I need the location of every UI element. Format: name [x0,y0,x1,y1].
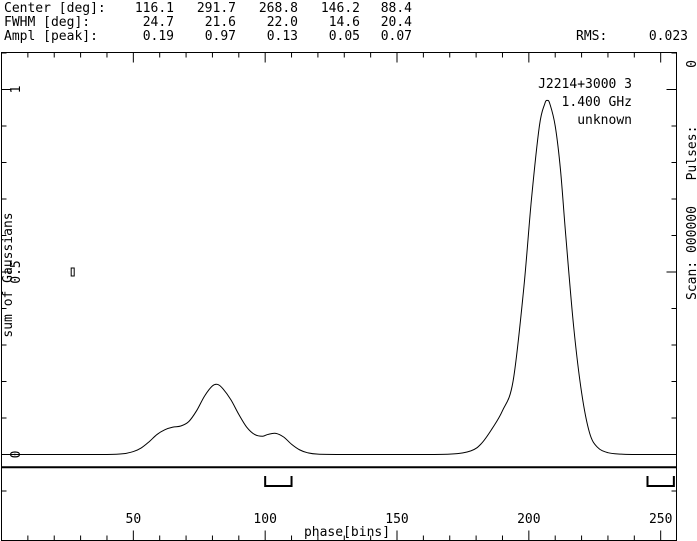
x-tick-label: 50 [126,512,142,527]
y-tick-label: 0.5 [9,260,24,283]
ampl-value: 0.05 [329,29,360,44]
ampl-row-label: Ampl [peak]: [4,29,98,44]
ampl-value: 0.97 [205,29,236,44]
marker-box [70,267,75,277]
source-name: J2214+3000 3 [538,77,632,92]
x-tick-label: 100 [253,512,276,527]
rms-label: RMS: [576,29,607,44]
center-value: 88.4 [381,1,412,16]
center-row-label: Center [deg]: [4,1,106,16]
fwhm-value: 24.7 [143,15,174,30]
fwhm-value: 20.4 [381,15,412,30]
x-tick-label: 200 [517,512,540,527]
center-value: 268.8 [259,1,298,16]
profile-line [1,99,677,456]
x-tick-labels: 50 100 150 200 250 [126,512,673,527]
window-bracket [646,476,675,487]
fwhm-value: 22.0 [267,15,298,30]
window-bracket [264,476,293,487]
ampl-value: 0.07 [381,29,412,44]
scan-label: Scan: 000000 [685,206,697,300]
frequency-label: 1.400 GHz [562,95,632,110]
data-layer [1,99,677,487]
center-value: 146.2 [321,1,360,16]
y-tick-label: 1 [9,86,24,94]
center-value: 291.7 [197,1,236,16]
fwhm-value: 14.6 [329,15,360,30]
fwhm-value: 21.6 [205,15,236,30]
rms-value: 0.023 [649,29,688,44]
ampl-value: 0.19 [143,29,174,44]
y-axis-label: sum of Gaussians [1,212,16,337]
x-tick-label: 150 [385,512,408,527]
axis-ticks [1,52,677,541]
pulses-value: 0 [685,60,697,68]
gaussian-parameters-table: Center [deg]: 116.1 291.7 268.8 146.2 88… [4,1,688,44]
status-label: unknown [577,113,632,128]
pulses-label: Pulses: [685,126,697,181]
ampl-value: 0.13 [267,29,298,44]
x-axis-label: phase[bins] [304,525,390,540]
center-value: 116.1 [135,1,174,16]
fwhm-row-label: FWHM [deg]: [4,15,90,30]
x-tick-label: 250 [649,512,672,527]
